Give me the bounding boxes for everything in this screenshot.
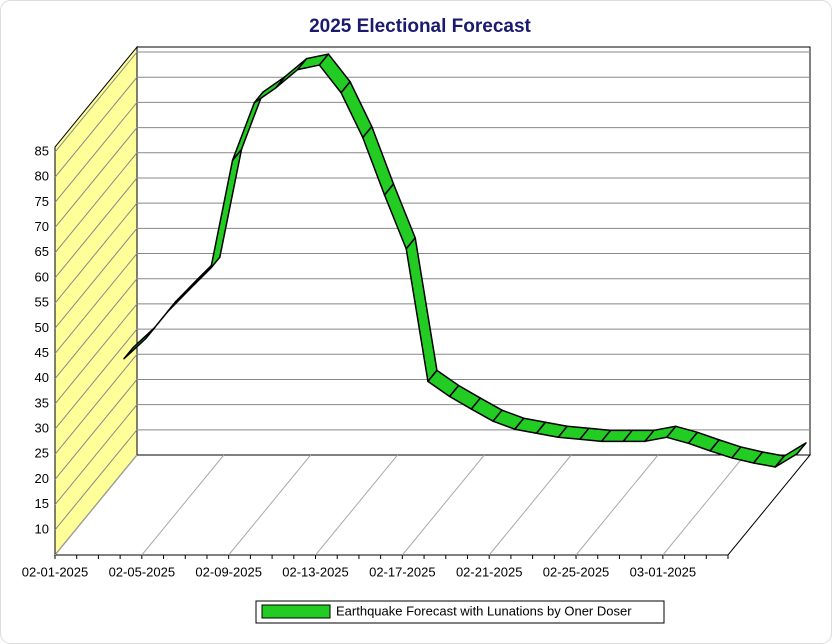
y-tick-label: 10 — [35, 521, 49, 536]
wall-grid-line — [54, 127, 138, 228]
floor-grid-line — [54, 454, 138, 556]
wall-grid-line — [54, 51, 138, 153]
x-tick-label: 02-25-2025 — [543, 564, 610, 579]
y-tick-label: 60 — [35, 269, 49, 284]
floor-grid-line — [488, 454, 572, 556]
wall-grid-line — [54, 379, 138, 480]
x-tick-label: 02-09-2025 — [195, 564, 262, 579]
wall-grid-line — [54, 429, 138, 531]
wall-grid-line — [54, 328, 138, 430]
floor — [53, 454, 812, 556]
x-tick-label: 03-01-2025 — [630, 564, 697, 579]
y-tick-label: 35 — [35, 395, 49, 410]
legend-box — [255, 600, 665, 624]
y-tick-label: 30 — [35, 421, 49, 436]
y-tick-label: 20 — [35, 471, 49, 486]
y-tick-label: 45 — [35, 345, 49, 360]
wall-grid-line — [54, 353, 138, 455]
y-tick-label: 55 — [35, 295, 49, 310]
x-tick-label: 02-05-2025 — [109, 564, 176, 579]
wall-grid-line — [54, 228, 138, 329]
floor-grid-line — [575, 454, 659, 556]
ribbon-segment — [774, 442, 807, 468]
y-tick-label: 85 — [35, 143, 49, 158]
wall-grid-line — [54, 303, 138, 405]
y-tick-label: 50 — [35, 320, 49, 335]
y-tick-label: 25 — [35, 446, 49, 461]
wall-grid-line — [54, 102, 138, 203]
wall-grid-line — [54, 152, 138, 254]
x-tick-label: 02-21-2025 — [456, 564, 523, 579]
y-tick-label: 80 — [35, 169, 49, 184]
wall-grid-line — [54, 404, 138, 505]
wall-grid-line — [54, 202, 138, 304]
floor-grid-line — [141, 454, 225, 556]
wall-grid-line — [54, 278, 138, 380]
legend-label: Earthquake Forecast with Lunations by On… — [336, 603, 632, 618]
chart-title: 2025 Electional Forecast — [309, 16, 531, 37]
floor-grid-line — [315, 454, 398, 556]
wall-grid-line — [54, 76, 138, 178]
floor-grid-line — [401, 454, 485, 556]
y-tick-label: 15 — [35, 496, 49, 511]
floor-grid-line — [228, 454, 312, 556]
wall-grid-line — [54, 177, 138, 279]
floor-grid-line — [662, 454, 746, 556]
wall-grid-line — [54, 253, 138, 354]
x-tick-label: 02-13-2025 — [282, 564, 349, 579]
y-tick-label: 70 — [35, 219, 49, 234]
y-tick-label: 65 — [35, 244, 49, 259]
y-tick-label: 75 — [35, 194, 49, 209]
x-tick-label: 02-17-2025 — [369, 564, 436, 579]
y-tick-label: 40 — [35, 370, 49, 385]
legend-swatch — [261, 604, 331, 619]
x-tick-label: 02-01-2025 — [22, 564, 89, 579]
